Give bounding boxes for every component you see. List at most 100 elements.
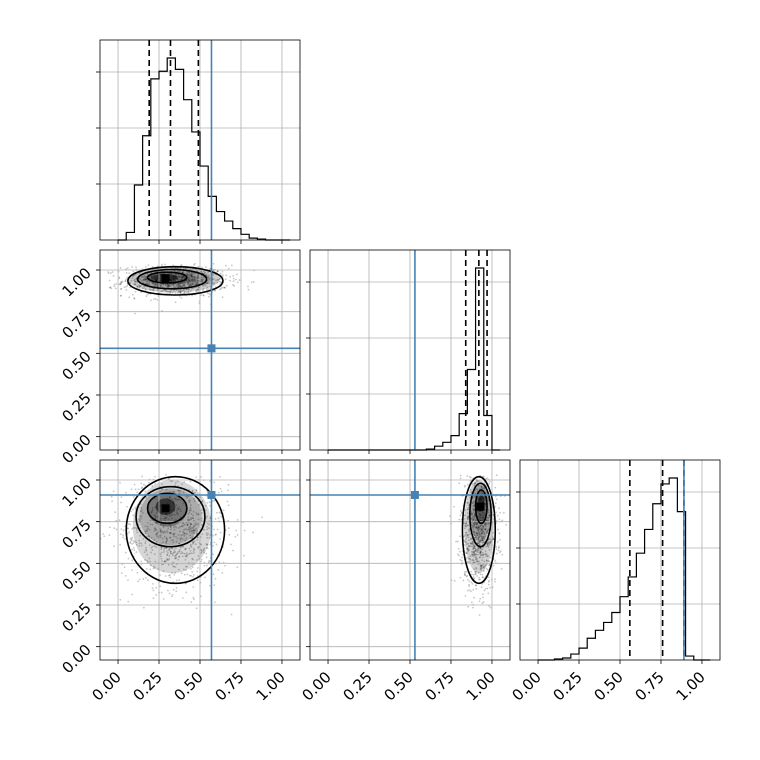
scatter-2-0-point-843 [159,529,162,532]
scatter-2-1-point-617 [479,568,482,570]
scatter-2-0-point-143 [196,530,199,533]
scatter-2-0-point-816 [187,528,190,531]
hist-2-2-bar-9 [612,613,620,660]
scatter-2-0-point-169 [190,543,192,546]
scatter-2-0-point-630 [252,531,255,534]
scatter-2-1-point-253 [477,536,480,539]
scatter-2-1-point-842 [477,526,480,529]
scatter-2-0-point-737 [169,536,172,539]
scatter-2-1-point-645 [481,602,484,605]
scatter-2-1-point-304 [467,536,470,539]
scatter-2-1-point-155 [488,515,491,517]
scatter-2-0-point-638 [184,539,187,542]
scatter-2-1-point-193 [473,517,476,520]
scatter-2-0-point-286 [184,582,187,585]
scatter-1-0-point-219 [164,284,167,286]
hist-0-0-bar-13 [225,221,233,240]
scatter-2-0-point-69 [169,532,172,535]
scatter-1-0-point-203 [154,282,156,285]
scatter-2-0-point-678 [197,518,200,521]
scatter-2-0-point-493 [206,536,209,539]
scatter-2-0-point-749 [243,529,246,532]
scatter-1-0-point-775 [143,278,145,281]
scatter-2-1-point-296 [489,540,492,543]
scatter-1-0-point-525 [139,285,141,288]
scatter-2-0-point-148 [174,566,177,568]
scatter-2-0-point-54 [124,574,127,577]
scatter-2-0-point-267 [113,527,116,530]
scatter-2-1-point-800 [478,536,481,539]
scatter-1-0-point-767 [186,270,188,273]
scatter-2-0-point-302 [188,531,191,533]
scatter-2-0-point-106 [148,535,151,538]
scatter-2-0-point-506 [178,506,181,508]
scatter-1-0-point-24 [182,284,185,287]
scatter-2-1-point-679 [483,532,486,535]
scatter-2-1-point-522 [478,560,481,563]
scatter-2-0-point-237 [175,557,178,559]
scatter-2-1-point-864 [487,509,490,512]
scatter-1-0-point-118 [189,274,192,277]
scatter-2-0-point-747 [130,488,133,491]
scatter-2-1-point-585 [482,553,485,556]
scatter-2-1-point-497 [496,514,499,517]
scatter-2-1-point-564 [464,484,467,487]
scatter-1-0-point-171 [175,274,178,276]
scatter-2-1-point-671 [470,537,472,540]
scatter-1-0-point-138 [182,271,185,274]
scatter-1-0-point-30 [203,272,206,275]
scatter-2-0-point-289 [201,500,204,503]
scatter-1-0-point-830 [197,274,199,277]
scatter-2-0-point-854 [175,547,177,550]
scatter-2-1-point-742 [475,523,478,525]
scatter-2-0-point-450 [165,473,167,476]
scatter-2-1-point-130 [465,551,468,554]
scatter-2-0-point-258 [197,567,199,569]
scatter-1-0-point-585 [190,279,193,281]
scatter-1-0-point-426 [115,283,118,285]
scatter-2-0-point-181 [168,496,171,499]
scatter-2-1-point-6 [483,570,485,572]
scatter-1-0-point-762 [113,283,116,286]
scatter-2-0-point-765 [182,524,185,527]
scatter-1-0-point-35 [152,281,154,284]
scatter-1-0-point-143 [191,279,194,281]
scatter-2-1-point-782 [459,477,462,480]
scatter-1-0-point-645 [197,286,200,289]
scatter-2-0-point-230 [149,568,152,571]
scatter-1-0-point-93 [181,285,184,288]
scatter-1-0-point-64 [181,276,184,278]
scatter-2-0-point-394 [180,525,183,528]
scatter-1-0-point-5 [172,290,175,292]
scatter-2-0-point-570 [213,481,216,484]
scatter-2-0-point-495 [175,586,178,589]
scatter-2-1-point-26 [472,543,474,546]
scatter-2-1-point-780 [488,482,490,485]
scatter-1-0-point-888 [179,285,182,288]
scatter-1-0-point-360 [197,274,200,277]
scatter-2-1-point-40 [492,537,495,539]
scatter-2-0-point-483 [191,540,194,543]
scatter-1-0-point-237 [219,277,221,280]
scatter-2-1-point-145 [474,539,477,542]
scatter-2-1-point-729 [465,541,468,543]
scatter-1-0-point-331 [215,279,217,282]
scatter-2-0-point-254 [188,500,190,502]
scatter-2-1-point-194 [473,554,476,557]
scatter-2-0-point-395 [188,511,191,514]
scatter-2-0-point-282 [196,536,199,539]
scatter-2-0-point-645 [148,528,151,531]
scatter-2-1-point-827 [483,533,486,536]
scatter-1-0-point-238 [216,281,219,284]
scatter-1-0-point-730 [183,292,186,295]
scatter-2-1-point-420 [464,541,466,543]
scatter-2-1-point-885 [481,486,483,489]
scatter-1-0-point-835 [174,278,177,281]
scatter-2-0-point-739 [184,548,187,551]
scatter-1-0-point-431 [176,278,178,281]
scatter-2-1-point-512 [486,517,489,519]
scatter-1-0-point-769 [213,282,216,284]
scatter-2-1-point-775 [471,554,474,557]
scatter-2-1-point-471 [472,508,474,510]
scatter-2-0-point-451 [236,566,239,569]
